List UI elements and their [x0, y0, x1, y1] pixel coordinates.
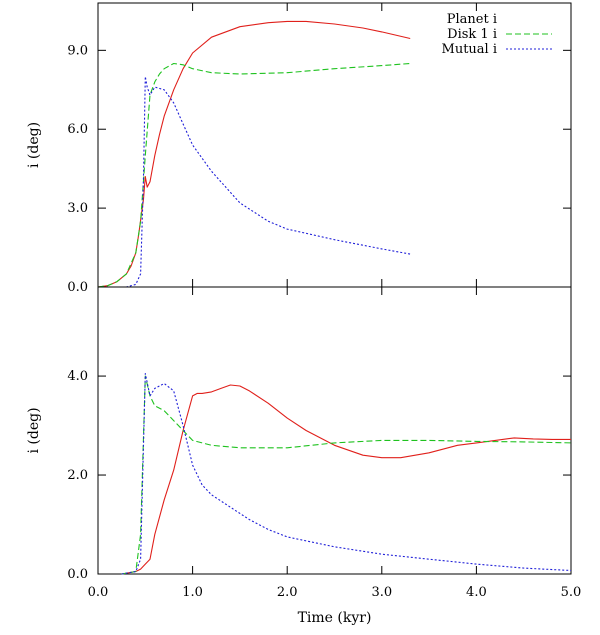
plot-frame [97, 2, 572, 288]
y-tick-label: 0.0 [67, 280, 88, 295]
plot-frame [97, 286, 572, 575]
x-axis-label: Time (kyr) [298, 610, 372, 626]
series-line-planet-i [97, 20, 411, 288]
x-tick-label: 2.0 [277, 585, 298, 600]
bottom-panel: 0.0 2.0 4.0 0.0 1.0 2.0 3.0 4.0 5.0 i (deg) Time (… [26, 286, 582, 626]
series-line-disk-1-i [121, 375, 572, 575]
legend-label: Disk 1 i [447, 27, 497, 42]
legend-label: Planet i [447, 12, 497, 27]
y-tick-label: 0.0 [67, 567, 88, 582]
y-tick-label: 4.0 [67, 369, 88, 384]
legend-label: Mutual i [442, 42, 497, 57]
series-line-mutual-i [98, 76, 411, 288]
y-tick-label: 9.0 [67, 43, 88, 58]
y-axis-label: i (deg) [26, 407, 42, 453]
series-line-mutual-i [121, 373, 572, 575]
y-tick-label: 3.0 [67, 201, 88, 216]
series-line-planet-i [121, 384, 571, 575]
y-tick-label: 2.0 [67, 468, 88, 483]
x-tick-label: 3.0 [371, 585, 392, 600]
x-tick-label: 5.0 [561, 585, 582, 600]
series-line-disk-1-i [97, 62, 411, 288]
x-tick-label: 1.0 [182, 585, 203, 600]
x-tick-label: 4.0 [466, 585, 487, 600]
x-tick-label: 0.0 [88, 585, 109, 600]
y-axis-label: i (deg) [26, 122, 42, 168]
y-tick-label: 6.0 [67, 122, 88, 137]
